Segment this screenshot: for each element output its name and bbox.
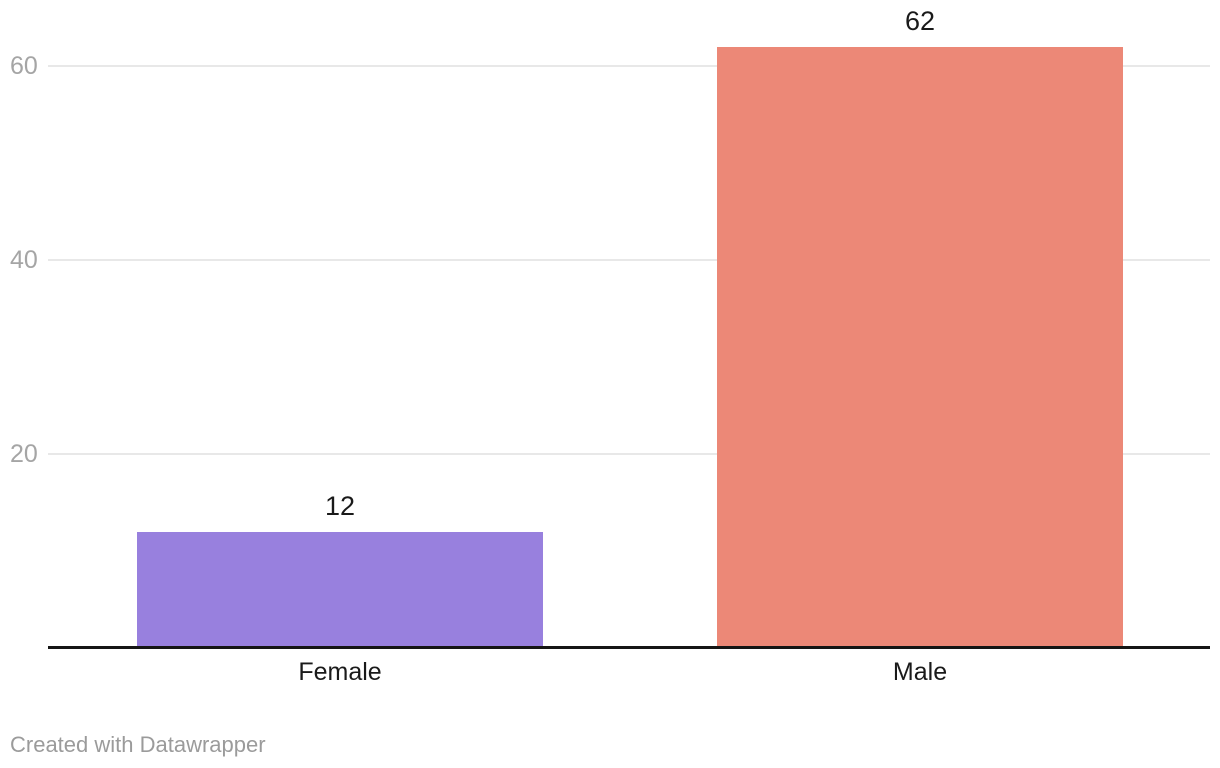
bar-value-label-male: 62 <box>904 5 936 36</box>
bar-female: 12 <box>137 491 543 648</box>
y-tick-label-40: 40 <box>10 246 38 274</box>
grid-row-60: 60 <box>0 51 1220 81</box>
bar-male: 62 <box>717 6 1123 648</box>
y-tick-label-20: 20 <box>10 440 38 468</box>
attribution-link[interactable]: Created with Datawrapper <box>10 732 266 757</box>
bar-rect-female <box>137 532 543 648</box>
x-axis-label-male: Male <box>892 658 948 686</box>
x-axis-line <box>48 646 1210 649</box>
grid-row-40: 40 <box>0 245 1220 275</box>
x-axis-label-female: Female <box>298 658 382 686</box>
gridline-40 <box>48 259 1210 261</box>
gridline-20 <box>48 453 1210 455</box>
gridline-60 <box>48 65 1210 67</box>
y-tick-label-60: 60 <box>10 52 38 80</box>
bar-value-label-female: 12 <box>324 490 356 521</box>
bar-rect-male <box>717 47 1123 648</box>
grid-row-20: 20 <box>0 439 1220 469</box>
